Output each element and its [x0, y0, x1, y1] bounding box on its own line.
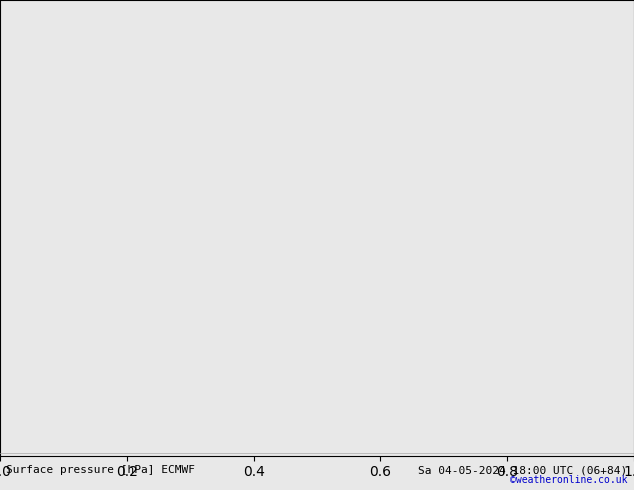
- Text: Surface pressure [hPa] ECMWF: Surface pressure [hPa] ECMWF: [6, 466, 195, 475]
- Text: ©weatheronline.co.uk: ©weatheronline.co.uk: [510, 475, 628, 485]
- Text: Sa 04-05-2024 18:00 UTC (06+84): Sa 04-05-2024 18:00 UTC (06+84): [418, 466, 628, 475]
